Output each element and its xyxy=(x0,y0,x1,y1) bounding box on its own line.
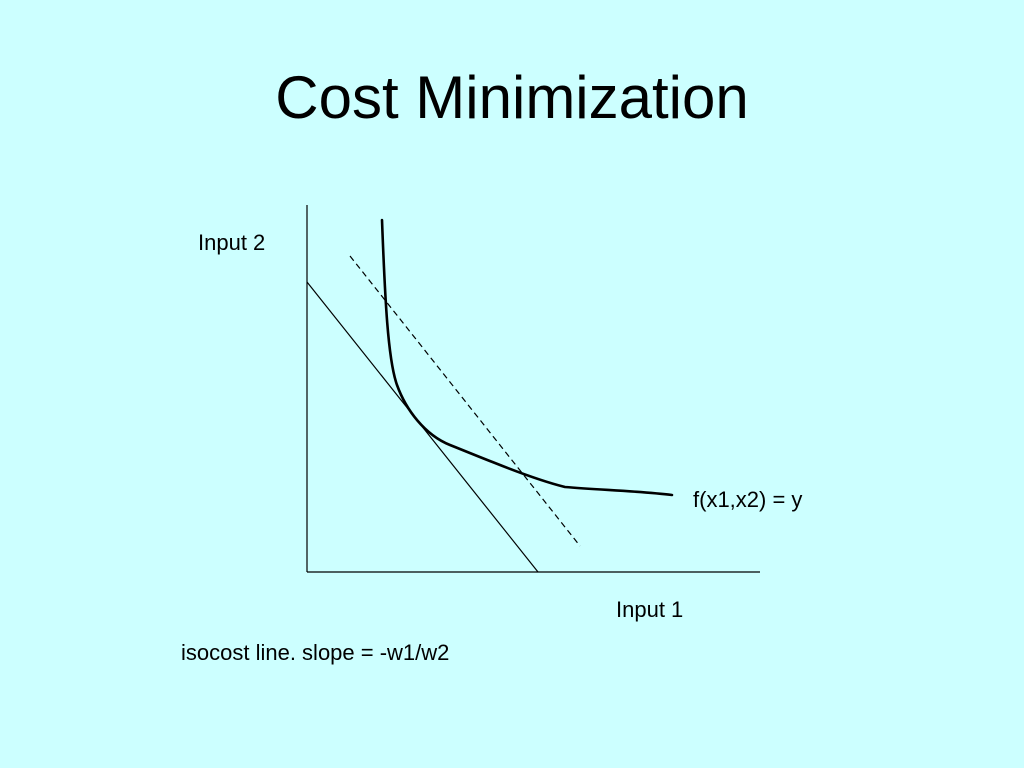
higher-isocost-line xyxy=(349,255,581,547)
isoquant-curve xyxy=(380,218,674,497)
isocost-label: isocost line. slope = -w1/w2 xyxy=(181,640,450,665)
y-axis-label: Input 2 xyxy=(198,230,266,255)
isoquant-label: f(x1,x2) = y xyxy=(693,487,803,512)
x-axis-label: Input 1 xyxy=(616,597,684,622)
slide-title: Cost Minimization xyxy=(275,64,749,131)
